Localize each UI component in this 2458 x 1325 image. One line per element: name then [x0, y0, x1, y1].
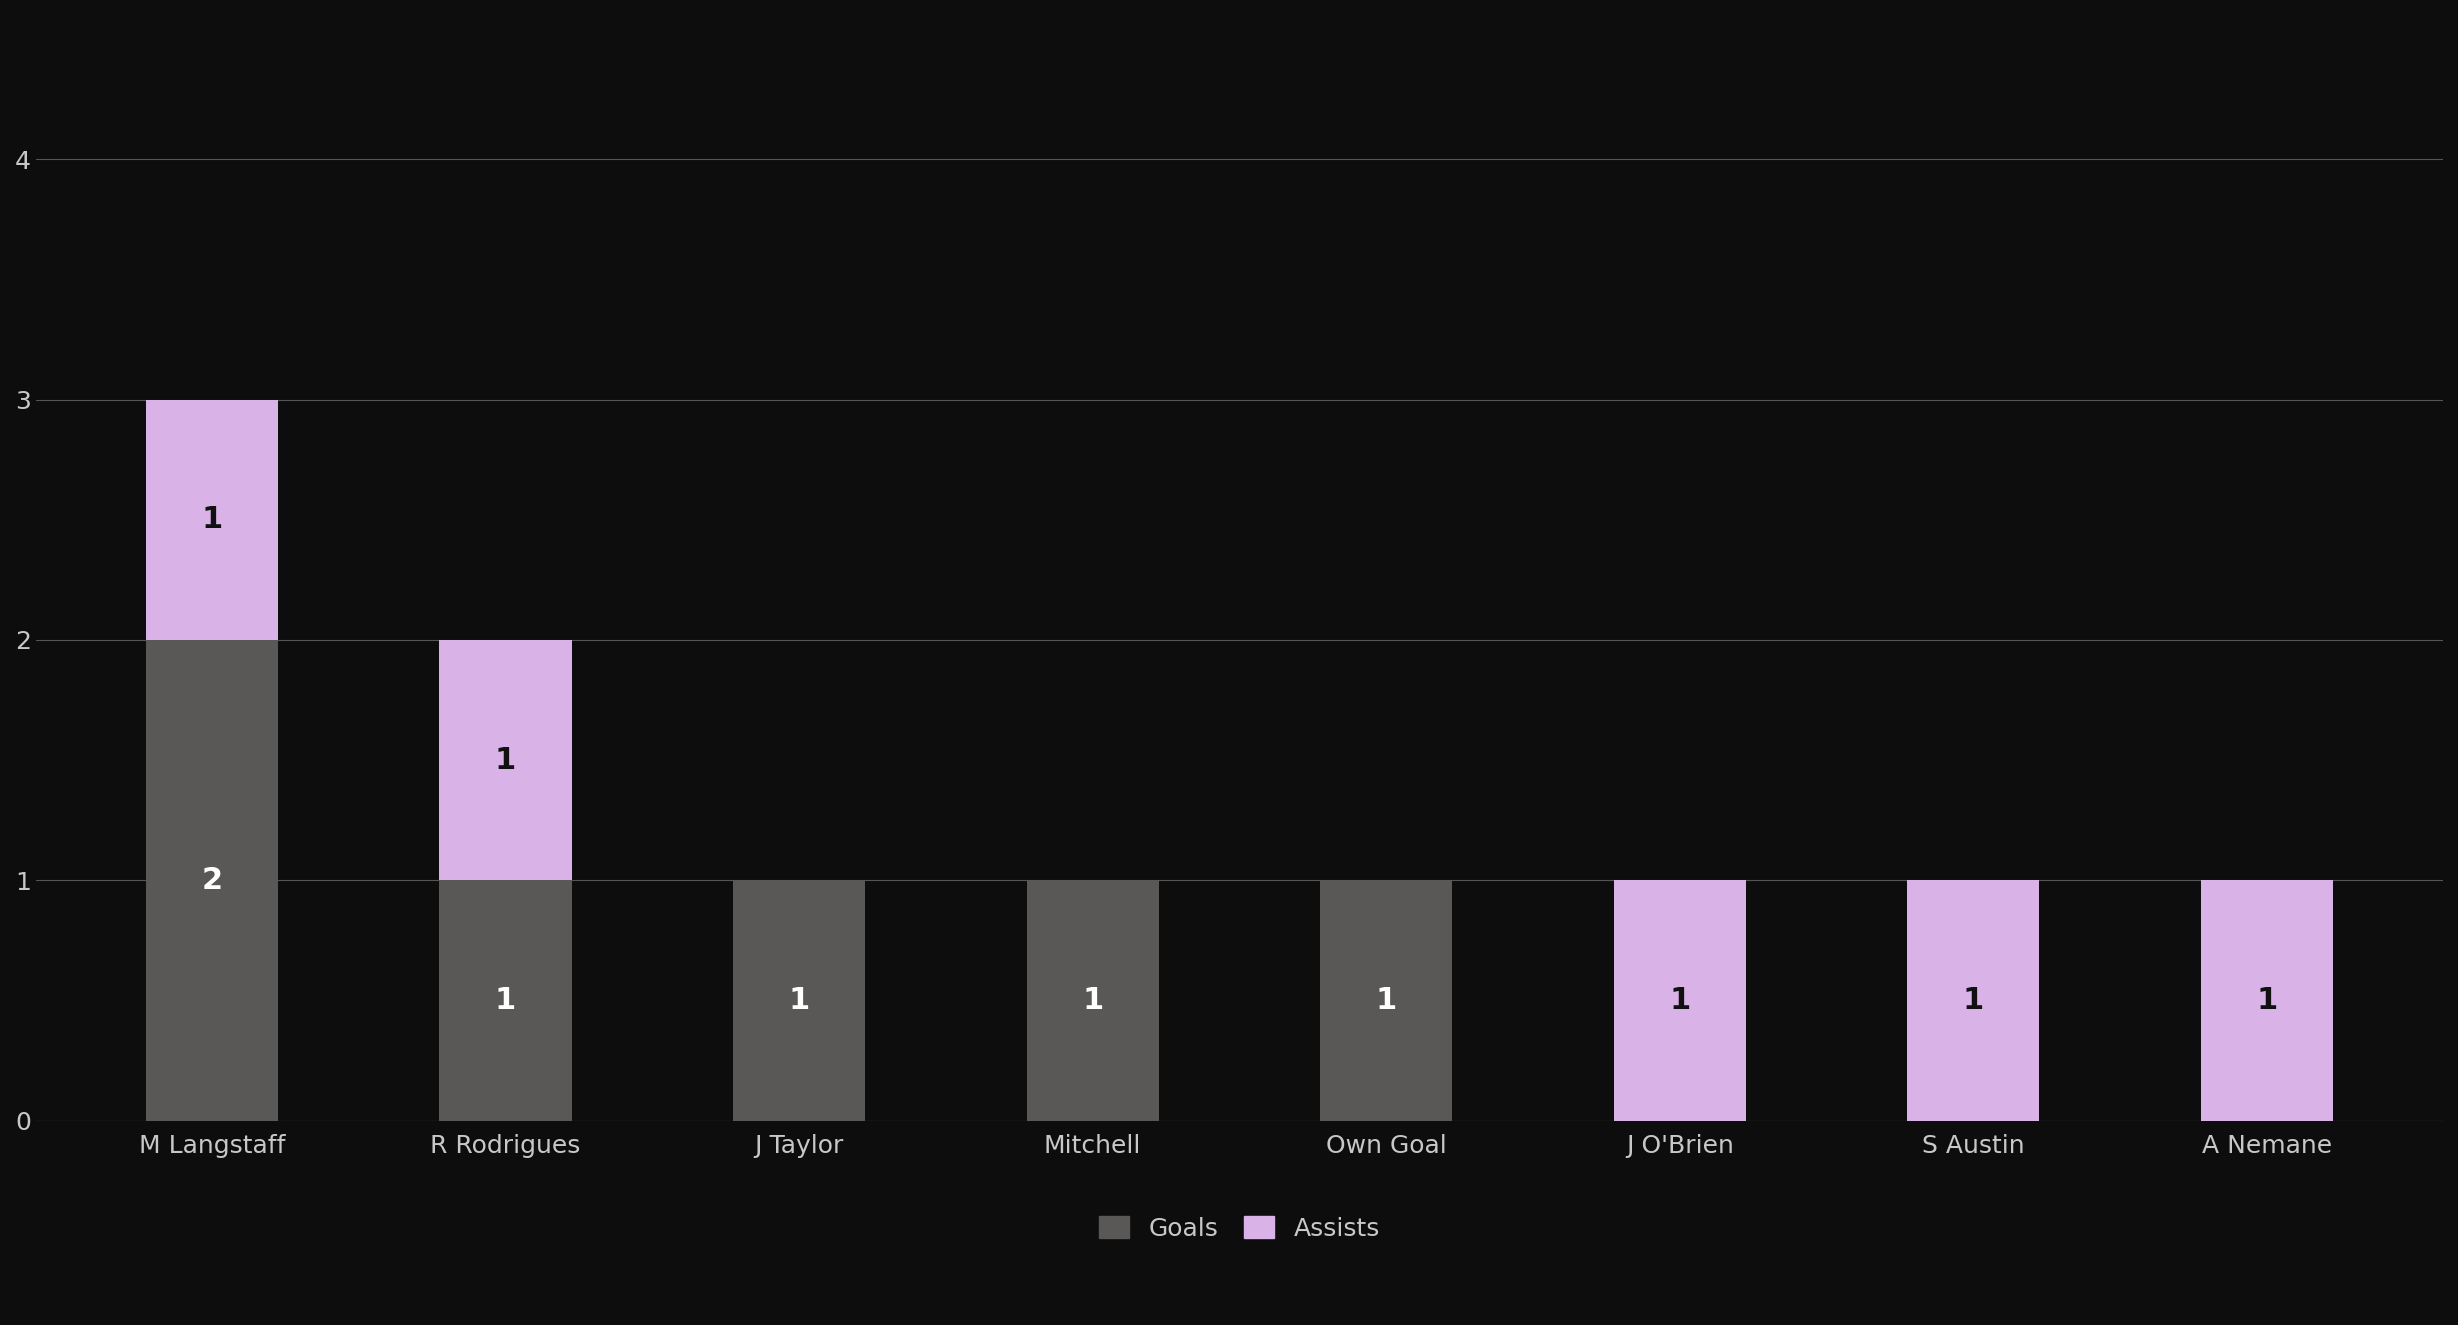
Text: 1: 1 — [1082, 986, 1104, 1015]
Text: 2: 2 — [202, 865, 224, 894]
Bar — [440, 880, 573, 1121]
Text: 1: 1 — [1669, 986, 1691, 1015]
Bar — [1320, 880, 1453, 1121]
Bar — [732, 880, 865, 1121]
Text: 1: 1 — [1961, 986, 1984, 1015]
Text: 1: 1 — [202, 505, 224, 534]
Bar — [145, 400, 278, 640]
Bar — [1027, 880, 1158, 1121]
Text: 1: 1 — [494, 746, 516, 775]
Bar — [145, 640, 278, 1121]
Bar — [1615, 880, 1745, 1121]
Legend: Goals, Assists: Goals, Assists — [1099, 1216, 1379, 1240]
Bar — [1907, 880, 2040, 1121]
Text: 1: 1 — [1376, 986, 1396, 1015]
Text: 1: 1 — [789, 986, 809, 1015]
Text: 1: 1 — [2256, 986, 2279, 1015]
Bar — [440, 640, 573, 880]
Text: 1: 1 — [494, 986, 516, 1015]
Bar — [2200, 880, 2333, 1121]
